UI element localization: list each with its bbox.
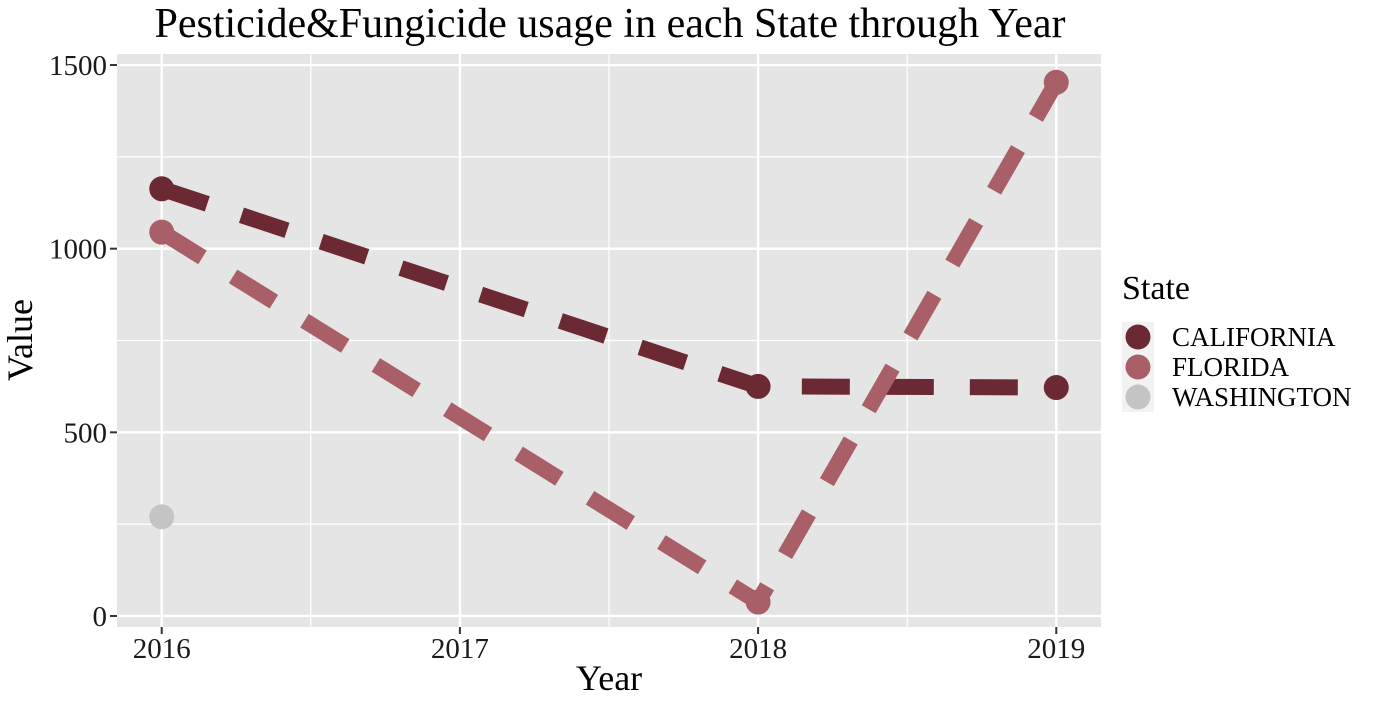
y-tick-label: 0 [93,601,108,633]
legend-title: State [1122,270,1190,307]
y-tick-label: 500 [64,417,108,449]
data-point-florida [745,589,771,615]
x-axis-title: Year [576,658,642,698]
data-point-florida [1043,69,1069,95]
data-point-washington [149,504,175,530]
data-point-california [149,176,175,202]
y-axis: 0 500 1000 1500 [49,50,117,633]
chart-title: Pesticide&Fungicide usage in each State … [155,1,1066,47]
legend-key-washington [1125,384,1151,410]
x-tick-label: 2019 [1027,633,1085,665]
data-point-california [1043,375,1069,401]
legend-label-florida: FLORIDA [1172,352,1290,382]
legend-key-florida [1125,354,1151,380]
data-point-florida [149,219,175,245]
legend-label-washington: WASHINGTON [1172,382,1352,412]
x-tick-label: 2017 [431,633,489,665]
y-tick-label: 1000 [49,234,107,266]
legend-key-california [1125,324,1151,350]
grid-major [117,54,1101,627]
legend-label-california: CALIFORNIA [1172,322,1336,352]
data-point-california [745,373,771,399]
x-tick-label: 2018 [729,633,787,665]
y-axis-title: Value [0,299,40,381]
grid-minor [117,54,1101,627]
x-tick-label: 2016 [133,633,191,665]
series-points [149,69,1069,615]
y-tick-label: 1500 [49,50,107,82]
x-axis: 2016 2017 2018 2019 [133,627,1085,665]
